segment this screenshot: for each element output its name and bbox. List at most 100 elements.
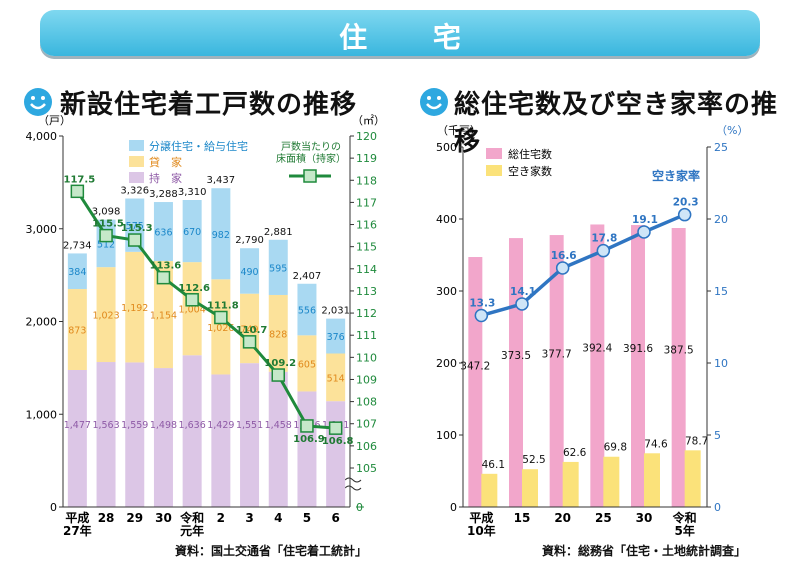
- bar-chintai: [326, 353, 346, 402]
- data-label-bunjo: 490: [240, 267, 258, 278]
- floor-area-point: [214, 310, 228, 325]
- x-tick-label: 30: [155, 511, 172, 525]
- y2-axis-unit: （%）: [716, 124, 748, 137]
- y-tick-label: 1,000: [26, 408, 58, 421]
- total-label: 3,098: [92, 207, 121, 218]
- y2-tick-label: 20: [714, 213, 728, 226]
- data-label-sotaku: 392.4: [582, 343, 612, 355]
- bar-akiya: [603, 456, 620, 507]
- total-label: 3,326: [120, 186, 149, 197]
- data-label-chintai: 828: [269, 329, 287, 340]
- bar-akiya: [481, 473, 498, 507]
- floor-area-label: 115.3: [121, 223, 153, 234]
- x-tick-label: 2: [217, 511, 225, 525]
- bar-bunjo: [153, 202, 173, 262]
- data-label-bunjo: 556: [298, 306, 316, 317]
- data-label-bunjo: 376: [327, 332, 345, 343]
- data-label-akiya: 69.8: [604, 442, 627, 454]
- y2-tick-label: 118: [356, 174, 377, 187]
- x-tick-label: 平成: [469, 510, 493, 525]
- data-label-akiya: 46.1: [482, 459, 505, 471]
- right-chart-title: 総住宅数及び空き家率の推移: [454, 90, 779, 157]
- y2-tick-label: 119: [356, 152, 377, 165]
- y-axis-unit: （千戸）: [437, 124, 481, 137]
- floor-area-label: 106.8: [322, 436, 354, 447]
- data-label-mochiie: 1,563: [92, 420, 119, 431]
- total-label: 3,288: [149, 189, 178, 200]
- data-label-chintai: 1,026: [207, 323, 234, 334]
- x-tick-label: 10年: [467, 523, 496, 538]
- left-chart-title: 新設住宅着工戸数の推移: [60, 90, 358, 120]
- vacancy-rate-point: [515, 297, 529, 311]
- y-tick-label: 200: [436, 357, 457, 370]
- bar-bunjo: [182, 199, 202, 263]
- total-label: 2,790: [235, 235, 264, 246]
- data-label-sotaku: 373.5: [501, 350, 531, 362]
- data-label-sotaku: 387.5: [664, 345, 694, 357]
- bar-sotaku: [509, 238, 523, 507]
- vacancy-rate-label: 14.1: [510, 286, 536, 298]
- data-label-akiya: 62.6: [563, 447, 587, 459]
- vacancy-rate-line: [480, 213, 686, 318]
- legend-label-sotaku: 総住宅数: [508, 147, 552, 161]
- x-tick-label: 15: [514, 511, 531, 525]
- total-label: 3,310: [178, 187, 207, 198]
- x-tick-label: 元年: [180, 523, 204, 538]
- floor-area-point: [70, 184, 85, 199]
- title-banner: 住 宅: [40, 10, 760, 56]
- x-tick-label: 令和: [179, 510, 204, 525]
- data-label-mochiie: 1,636: [179, 420, 206, 431]
- floor-area-label: 113.6: [150, 261, 182, 272]
- data-label-chintai: 749: [240, 324, 258, 335]
- data-label-sotaku: 377.7: [542, 348, 572, 360]
- bar-chintai: [153, 261, 173, 369]
- bar-mochiie: [153, 368, 173, 507]
- data-label-mochiie: 1,458: [265, 420, 292, 431]
- bar-sotaku: [590, 224, 605, 508]
- data-label-chintai: 1,154: [150, 311, 177, 322]
- floor-area-line: [76, 190, 336, 430]
- x-tick-label: 25: [595, 511, 612, 525]
- vacancy-rate-point: [677, 207, 692, 222]
- bar-bunjo: [211, 188, 231, 280]
- legend-swatch-sotaku: [486, 148, 502, 159]
- floor-area-point: [99, 228, 113, 243]
- floor-area-point: [156, 270, 171, 285]
- data-label-bunjo: 670: [183, 227, 201, 238]
- total-label: 2,031: [321, 306, 350, 317]
- left-source-note: 資料：国土交通省「住宅着工統計」: [175, 544, 368, 558]
- data-label-chintai: 1,004: [179, 305, 206, 316]
- y2-tick-label: 112: [356, 307, 377, 320]
- data-label-bunjo: 575: [126, 221, 144, 232]
- y2-tick-label: 117: [356, 196, 377, 209]
- data-label-sotaku: 391.6: [623, 343, 653, 355]
- vacancy-rate-point: [637, 225, 651, 239]
- smiley-icon: [24, 88, 52, 116]
- legend-swatch-akiya: [486, 165, 502, 176]
- legend-label-akiya: 空き家数: [508, 164, 552, 178]
- data-label-akiya: 78.7: [685, 435, 708, 447]
- legend-line-marker: [303, 169, 317, 183]
- x-tick-label: 平成: [65, 510, 89, 525]
- vacancy-rate-point: [474, 308, 489, 323]
- y-tick-label: 100: [436, 429, 457, 442]
- vacancy-rate-label: 17.8: [591, 233, 617, 245]
- data-label-mochiie: 1,551: [236, 420, 263, 431]
- bar-mochiie: [211, 374, 231, 507]
- banner-title: 住 宅: [339, 21, 489, 54]
- vacancy-rate-point: [555, 261, 570, 275]
- bar-mochiie: [268, 371, 288, 507]
- y2-tick-label: 114: [356, 263, 377, 276]
- bar-bunjo: [268, 239, 288, 295]
- x-tick-label: 3: [245, 511, 253, 525]
- right-source-note: 資料：総務省「住宅・土地統計調査」: [542, 544, 747, 558]
- data-label-bunjo: 384: [68, 267, 86, 278]
- total-label: 2,881: [264, 227, 293, 238]
- data-label-mochiie: 1,498: [150, 420, 177, 431]
- legend-line-label: 空き家率: [652, 168, 700, 183]
- data-label-bunjo: 512: [97, 239, 115, 250]
- bar-akiya: [562, 461, 579, 507]
- vacancy-rate-label: 19.1: [632, 214, 658, 226]
- data-label-bunjo: 982: [212, 230, 230, 241]
